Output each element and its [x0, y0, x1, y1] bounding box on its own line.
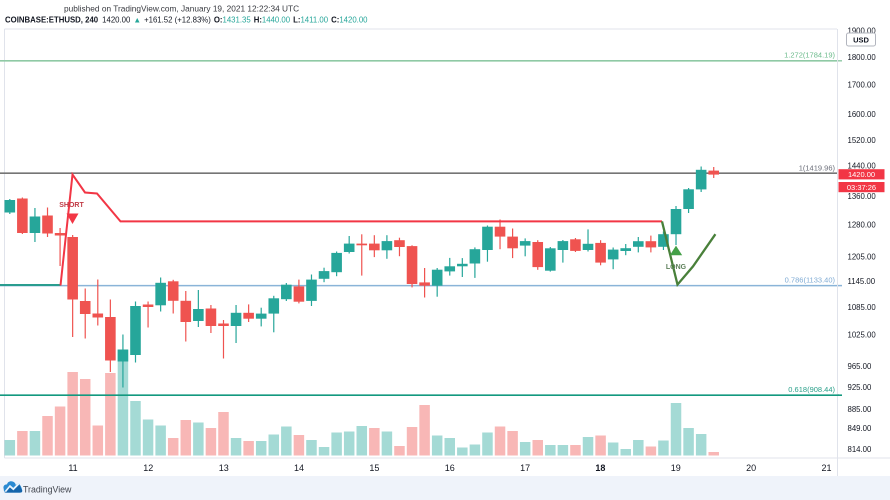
svg-text:USD: USD — [853, 36, 869, 45]
svg-text:885.00: 885.00 — [848, 405, 873, 414]
svg-text:SHORT: SHORT — [59, 202, 84, 209]
svg-text:0.786(1133.40): 0.786(1133.40) — [785, 276, 836, 285]
svg-text:15: 15 — [369, 463, 379, 473]
svg-text:12: 12 — [143, 463, 153, 473]
svg-text:1520.00: 1520.00 — [848, 136, 877, 145]
svg-text:1280.00: 1280.00 — [848, 220, 877, 229]
svg-text:1700.00: 1700.00 — [848, 80, 877, 89]
svg-text:03:37:26: 03:37:26 — [847, 183, 876, 192]
svg-text:925.00: 925.00 — [848, 383, 873, 392]
svg-text:1600.00: 1600.00 — [848, 110, 877, 119]
svg-text:published on TradingView.com,: published on TradingView.com, January 19… — [64, 4, 299, 14]
svg-text:19: 19 — [671, 463, 681, 473]
svg-text:814.00: 814.00 — [848, 445, 873, 454]
svg-text:1(1419.96): 1(1419.96) — [799, 164, 836, 173]
svg-text:20: 20 — [746, 463, 756, 473]
svg-text:1800.00: 1800.00 — [848, 53, 877, 62]
svg-text:21: 21 — [821, 463, 831, 473]
svg-text:1420.00: 1420.00 — [848, 170, 875, 179]
svg-text:1025.00: 1025.00 — [848, 330, 877, 339]
svg-text:11: 11 — [68, 463, 77, 473]
svg-text:1900.00: 1900.00 — [848, 26, 877, 35]
svg-text:18: 18 — [595, 463, 605, 473]
svg-text:965.00: 965.00 — [848, 362, 873, 371]
svg-text:1440.00: 1440.00 — [848, 161, 877, 170]
svg-text:16: 16 — [445, 463, 455, 473]
svg-text:1360.00: 1360.00 — [848, 192, 877, 201]
svg-text:14: 14 — [294, 463, 304, 473]
svg-text:17: 17 — [520, 463, 530, 473]
svg-text:849.00: 849.00 — [848, 424, 873, 433]
svg-text:TradingView: TradingView — [23, 485, 72, 495]
svg-text:0.618(908.44): 0.618(908.44) — [788, 385, 835, 394]
svg-text:1.272(1784.19): 1.272(1784.19) — [784, 51, 835, 60]
svg-text:1205.00: 1205.00 — [848, 253, 877, 262]
svg-text:1085.00: 1085.00 — [848, 303, 877, 312]
svg-text:1145.00: 1145.00 — [848, 277, 876, 286]
svg-text:13: 13 — [219, 463, 229, 473]
svg-text:LONG: LONG — [666, 264, 687, 271]
